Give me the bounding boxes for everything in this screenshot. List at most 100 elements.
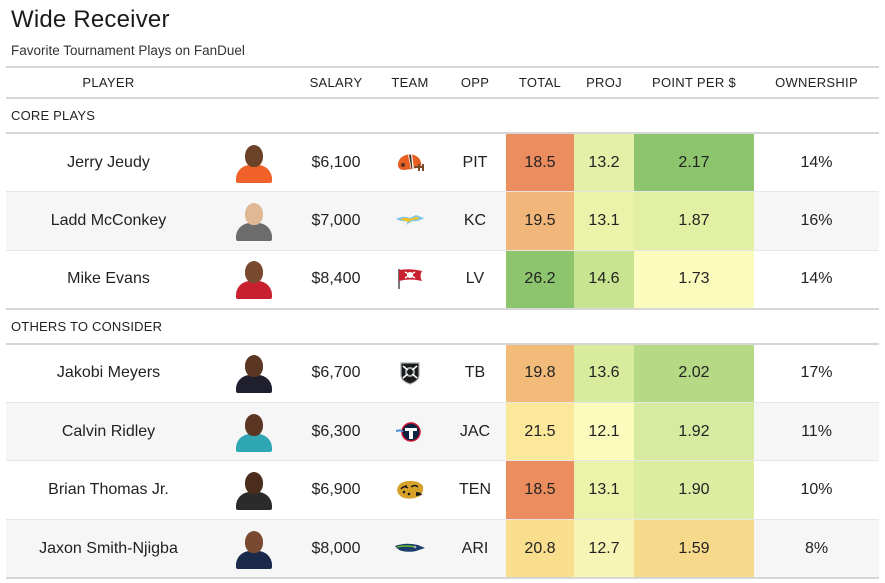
table-row[interactable]: Jakobi Meyers $6,700 TB 19.8 13.6 2.02 17% [6, 343, 879, 403]
points-per-dollar-value: 1.90 [634, 460, 754, 521]
table-row[interactable]: Ladd McConkey $7,000 KC 19.5 13.1 1.87 16% [6, 191, 879, 251]
total-value: 20.8 [506, 519, 574, 580]
player-headshot-cell [211, 519, 296, 580]
salary-value: $8,000 [296, 519, 376, 580]
player-headshot-cell [211, 191, 296, 251]
team-logo-cell [376, 402, 444, 462]
ownership-value: 10% [754, 460, 879, 521]
ownership-value: 11% [754, 402, 879, 462]
player-headshot [234, 201, 274, 241]
col-header-ownership[interactable]: OWNERSHIP [754, 66, 879, 99]
col-header-team[interactable]: TEAM [376, 66, 444, 99]
opponent-value: ARI [444, 519, 506, 580]
opponent-value: TEN [444, 460, 506, 521]
section-label: CORE PLAYS [6, 98, 879, 134]
total-value: 26.2 [506, 250, 574, 310]
section-header-row: OTHERS TO CONSIDER [6, 307, 879, 345]
salary-value: $8,400 [296, 250, 376, 310]
ownership-value: 14% [754, 250, 879, 310]
player-headshot-cell [211, 402, 296, 462]
table-row[interactable]: Mike Evans $8,400 LV 26.2 14.6 1.73 14% [6, 250, 879, 310]
player-name[interactable]: Calvin Ridley [6, 402, 211, 462]
opponent-value: KC [444, 191, 506, 251]
table-body: CORE PLAYS Jerry Jeudy $6,100 PIT 18.5 13.2 2.… [6, 98, 879, 580]
team-logo-cell [376, 519, 444, 580]
col-header-pps[interactable]: POINT PER $ [634, 66, 754, 99]
player-name[interactable]: Brian Thomas Jr. [6, 460, 211, 521]
player-headshot-cell [211, 250, 296, 310]
player-name[interactable]: Ladd McConkey [6, 191, 211, 251]
players-table: PLAYER SALARY TEAM OPP TOTAL PROJ POINT … [6, 66, 879, 580]
buccaneers-flag-icon [394, 267, 426, 291]
col-header-player[interactable]: PLAYER [6, 66, 211, 99]
table-header-row: PLAYER SALARY TEAM OPP TOTAL PROJ POINT … [6, 66, 879, 99]
proj-value: 12.7 [574, 519, 634, 580]
table-row[interactable]: Calvin Ridley $6,300 JAC 21.5 12.1 1.92 11% [6, 402, 879, 462]
player-name[interactable]: Jakobi Meyers [6, 343, 211, 403]
table-row[interactable]: Jaxon Smith-Njigba $8,000 ARI 20.8 12.7 1.59 8… [6, 519, 879, 580]
player-headshot-cell [211, 133, 296, 193]
proj-value: 14.6 [574, 250, 634, 310]
ownership-value: 14% [754, 133, 879, 193]
player-name[interactable]: Jerry Jeudy [6, 133, 211, 193]
section-label: OTHERS TO CONSIDER [6, 307, 879, 345]
seahawks-head-icon [394, 537, 426, 561]
ownership-value: 17% [754, 343, 879, 403]
player-headshot [234, 412, 274, 452]
points-per-dollar-value: 2.02 [634, 343, 754, 403]
proj-value: 13.2 [574, 133, 634, 193]
browns-helmet-icon [394, 151, 426, 175]
ownership-value: 16% [754, 191, 879, 251]
salary-value: $6,100 [296, 133, 376, 193]
salary-value: $6,300 [296, 402, 376, 462]
total-value: 19.8 [506, 343, 574, 403]
titans-t-icon [394, 420, 426, 444]
points-per-dollar-value: 1.59 [634, 519, 754, 580]
opponent-value: JAC [444, 402, 506, 462]
points-per-dollar-value: 1.87 [634, 191, 754, 251]
table-row[interactable]: Brian Thomas Jr. $6,900 TEN 18.5 13.1 1.90 10% [6, 460, 879, 521]
col-header-headshot [211, 66, 296, 99]
player-headshot [234, 529, 274, 569]
team-logo-cell [376, 460, 444, 521]
jaguars-head-icon [394, 478, 426, 502]
player-headshot [234, 470, 274, 511]
team-logo-cell [376, 343, 444, 403]
total-value: 18.5 [506, 133, 574, 193]
team-logo-cell [376, 250, 444, 310]
team-logo-cell [376, 133, 444, 193]
player-headshot [234, 259, 274, 300]
col-header-salary[interactable]: SALARY [296, 66, 376, 99]
player-name[interactable]: Mike Evans [6, 250, 211, 310]
proj-value: 13.6 [574, 343, 634, 403]
points-per-dollar-value: 1.73 [634, 250, 754, 310]
proj-value: 12.1 [574, 402, 634, 462]
total-value: 18.5 [506, 460, 574, 521]
points-per-dollar-value: 2.17 [634, 133, 754, 193]
points-per-dollar-value: 1.92 [634, 402, 754, 462]
salary-value: $6,700 [296, 343, 376, 403]
proj-value: 13.1 [574, 460, 634, 521]
salary-value: $7,000 [296, 191, 376, 251]
section-header-row: CORE PLAYS [6, 98, 879, 134]
col-header-total[interactable]: TOTAL [506, 66, 574, 99]
ownership-value: 8% [754, 519, 879, 580]
opponent-value: LV [444, 250, 506, 310]
page-title: Wide Receiver [11, 6, 170, 33]
player-headshot-cell [211, 343, 296, 403]
page-subtitle: Favorite Tournament Plays on FanDuel [11, 43, 245, 58]
opponent-value: TB [444, 343, 506, 403]
chargers-bolt-icon [394, 209, 426, 233]
player-headshot-cell [211, 460, 296, 521]
proj-value: 13.1 [574, 191, 634, 251]
opponent-value: PIT [444, 133, 506, 193]
player-name[interactable]: Jaxon Smith-Njigba [6, 519, 211, 580]
salary-value: $6,900 [296, 460, 376, 521]
col-header-proj[interactable]: PROJ [574, 66, 634, 99]
col-header-opp[interactable]: OPP [444, 66, 506, 99]
total-value: 19.5 [506, 191, 574, 251]
total-value: 21.5 [506, 402, 574, 462]
team-logo-cell [376, 191, 444, 251]
table-row[interactable]: Jerry Jeudy $6,100 PIT 18.5 13.2 2.17 14% [6, 133, 879, 193]
raiders-shield-icon [394, 361, 426, 385]
